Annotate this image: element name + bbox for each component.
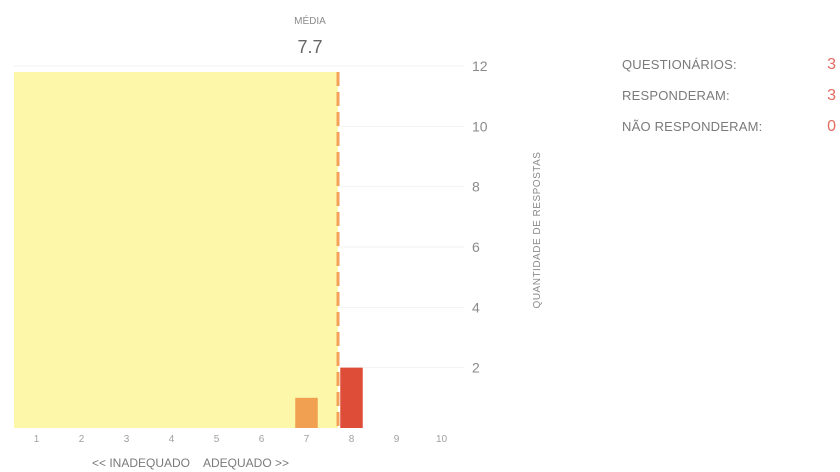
bars	[295, 367, 363, 428]
x-tick-label: 3	[124, 434, 130, 445]
y-tick-label: 12	[472, 58, 488, 74]
mean-value: 7.7	[297, 37, 322, 57]
x-tick-label: 8	[349, 434, 355, 445]
bar-8	[340, 367, 363, 428]
not-responded-value: 0	[827, 118, 836, 135]
x-tick-label: 6	[259, 434, 265, 445]
y-tick-label: 6	[472, 239, 480, 255]
mean-label: MÉDIA	[294, 14, 326, 27]
y-tick-label: 10	[472, 118, 488, 134]
y-tick-label: 4	[472, 299, 480, 315]
x-tick-label: 4	[169, 434, 175, 445]
not-responded-label: NÃO RESPONDERAM:	[622, 119, 763, 134]
stat-questionnaires: QUESTIONÁRIOS: 3	[622, 56, 836, 87]
x-tick-label: 7	[304, 434, 310, 445]
questionnaires-value: 3	[827, 56, 836, 73]
y-axis-ticks: 2 4 6 8 10 12	[472, 58, 488, 376]
y-tick-label: 2	[472, 360, 480, 376]
x-tick-label: 5	[214, 434, 220, 445]
x-label-inadequate: << INADEQUADO	[92, 456, 190, 470]
responded-label: RESPONDERAM:	[622, 88, 730, 103]
x-tick-label: 9	[394, 434, 400, 445]
x-tick-label: 1	[34, 434, 40, 445]
response-stats: QUESTIONÁRIOS: 3 RESPONDERAM: 3 NÃO RESP…	[622, 56, 836, 149]
x-tick-label: 10	[436, 434, 448, 445]
x-tick-label: 2	[79, 434, 85, 445]
responded-value: 3	[827, 87, 836, 104]
stat-responded: RESPONDERAM: 3	[622, 87, 836, 118]
y-axis-label: QUANTIDADE DE RESPOSTAS	[532, 152, 543, 309]
questionnaires-label: QUESTIONÁRIOS:	[622, 57, 737, 72]
y-tick-label: 8	[472, 179, 480, 195]
mean-highlight-zone	[14, 72, 338, 428]
bar-7	[295, 397, 318, 428]
x-label-adequate: ADEQUADO >>	[203, 456, 289, 470]
x-axis-ticks: 1 2 3 4 5 6 7 8 9 10	[34, 434, 448, 445]
stat-not-responded: NÃO RESPONDERAM: 0	[622, 118, 836, 149]
